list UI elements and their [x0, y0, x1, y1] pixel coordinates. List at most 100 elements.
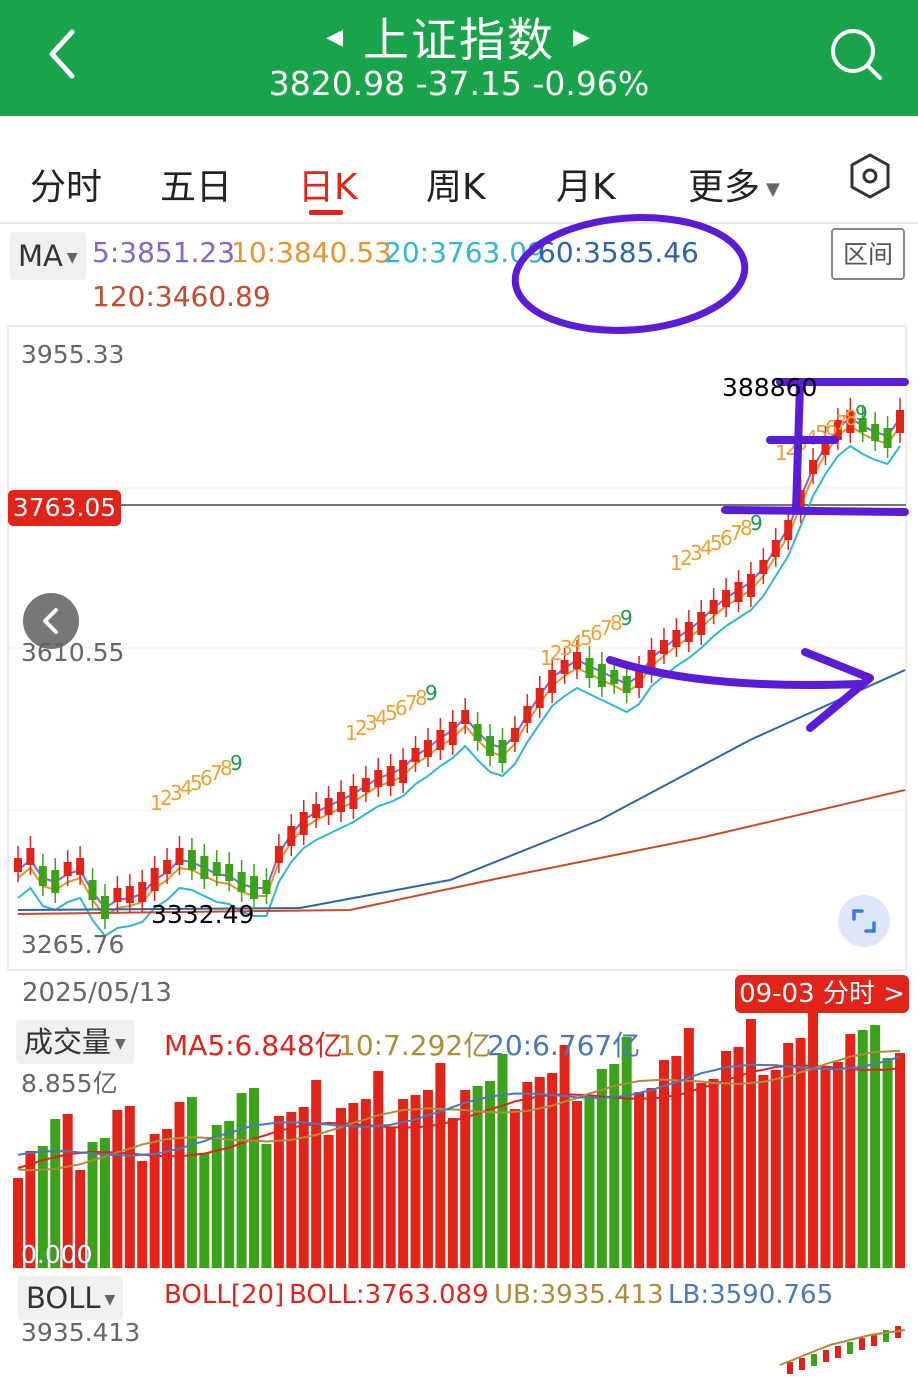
- volume-bar: [311, 1080, 322, 1268]
- volume-bar: [236, 1093, 247, 1268]
- sequence-count-label: 7: [405, 691, 418, 715]
- candle-body: [635, 668, 644, 688]
- volume-bar: [497, 1054, 508, 1268]
- boll-candle: [823, 1350, 829, 1362]
- search-icon[interactable]: [826, 24, 886, 84]
- boll-selector-label: BOLL: [26, 1281, 101, 1315]
- intraday-button[interactable]: 09-03 分时 >: [735, 975, 909, 1013]
- candle-body: [734, 582, 743, 602]
- volume-ma10: 10:7.292亿: [338, 1029, 492, 1062]
- candle-body: [76, 858, 85, 875]
- sequence-count-label: 3: [560, 636, 573, 660]
- start-date: 2025/05/13: [22, 978, 172, 1008]
- volume-bar: [820, 1066, 831, 1268]
- tab-daily-k[interactable]: 日K: [298, 167, 358, 208]
- boll-upper-line: [779, 1329, 906, 1366]
- volume-bar: [832, 1062, 843, 1268]
- ma-line: [17, 416, 901, 910]
- candle-body: [349, 786, 358, 809]
- range-button[interactable]: 区间: [831, 228, 905, 280]
- candle-body: [473, 724, 482, 741]
- volume-bar: [211, 1125, 222, 1268]
- candle-body: [672, 630, 681, 647]
- back-chevron-icon[interactable]: [40, 22, 90, 82]
- volume-bar: [149, 1134, 160, 1268]
- candle-body: [63, 862, 72, 876]
- volume-bar: [99, 1138, 110, 1268]
- sequence-count-label: 2: [680, 546, 693, 570]
- volume-bar: [783, 1043, 794, 1268]
- sequence-count-label: 6: [720, 526, 733, 550]
- tab-monthly-k[interactable]: 月K: [556, 167, 616, 208]
- candle-body: [51, 870, 60, 893]
- volume-bar: [298, 1107, 309, 1268]
- volume-bar: [795, 1038, 806, 1268]
- sequence-count-label: 8: [845, 406, 858, 430]
- candle-body: [26, 848, 35, 865]
- high-price-partial: 3888: [722, 373, 786, 402]
- candle-body: [846, 410, 855, 433]
- volume-selector[interactable]: 成交量 ▼: [16, 1020, 134, 1064]
- candle-body: [324, 798, 333, 815]
- candle-body: [175, 848, 184, 865]
- volume-bar: [50, 1119, 61, 1268]
- tab-intraday[interactable]: 分时: [30, 167, 103, 208]
- boll-ub: UB:3935.413: [494, 1280, 664, 1310]
- scroll-left-button[interactable]: [23, 593, 79, 649]
- candle-body: [486, 736, 495, 756]
- candle-body: [759, 560, 768, 574]
- volume-bar: [410, 1095, 421, 1268]
- prev-index-icon[interactable]: ◀: [326, 25, 345, 50]
- sequence-count-label: 7: [600, 616, 613, 640]
- boll-candle: [871, 1334, 877, 1346]
- candle-body: [187, 850, 196, 870]
- volume-bar: [745, 1019, 756, 1268]
- sequence-count-label: 1: [670, 551, 683, 575]
- volume-bar: [472, 1086, 483, 1268]
- index-title: ◀ 上证指数 ▶: [0, 4, 918, 70]
- candle-body: [771, 540, 780, 557]
- tab-five-day[interactable]: 五日: [160, 167, 233, 208]
- volume-bar: [360, 1099, 371, 1268]
- candle-body: [399, 760, 408, 783]
- volume-bar: [721, 1051, 732, 1268]
- fullscreen-button[interactable]: [838, 895, 890, 947]
- boll-selector[interactable]: BOLL ▼: [18, 1276, 124, 1320]
- expand-icon: [852, 909, 876, 933]
- volume-bar: [373, 1071, 384, 1268]
- candle-body: [287, 826, 296, 846]
- sequence-count-label: 7: [835, 411, 848, 435]
- ma-selector[interactable]: MA ▼: [10, 232, 86, 280]
- volume-bar: [460, 1090, 471, 1268]
- ma-line: [17, 789, 906, 915]
- boll-axis-top: 3935.413: [21, 1318, 141, 1347]
- candle-body: [461, 710, 470, 724]
- volume-bars: [13, 1011, 905, 1268]
- price-summary: 3820.98 -37.15 -0.96%: [268, 64, 650, 103]
- sequence-count-label: 1: [775, 441, 788, 465]
- volume-bar: [634, 1092, 645, 1268]
- volume-bar: [348, 1103, 359, 1268]
- volume-selector-label: 成交量: [24, 1025, 112, 1059]
- next-index-icon[interactable]: ▶: [573, 25, 592, 50]
- sequence-count-label: 4: [700, 536, 713, 560]
- candle-body: [610, 670, 619, 684]
- candle-body: [138, 882, 147, 902]
- volume-bar: [808, 1011, 819, 1268]
- boll-candle: [859, 1338, 865, 1350]
- tab-more[interactable]: 更多 ▼: [688, 158, 780, 210]
- volume-bar: [870, 1025, 881, 1268]
- settings-hexagon-icon[interactable]: [848, 152, 892, 200]
- boll-name: BOLL[20]: [164, 1280, 285, 1310]
- price-axis-top: 3955.33: [21, 340, 125, 369]
- candle-body: [386, 766, 395, 786]
- volume-bar: [112, 1110, 123, 1268]
- caret-down-icon: ▼: [766, 178, 780, 200]
- candle-body: [548, 670, 557, 693]
- ma-line: [17, 444, 901, 938]
- sequence-count-label: 4: [570, 631, 583, 655]
- sequence-count-label: 3: [690, 541, 703, 565]
- tab-weekly-k[interactable]: 周K: [426, 167, 486, 208]
- volume-bar: [137, 1161, 148, 1268]
